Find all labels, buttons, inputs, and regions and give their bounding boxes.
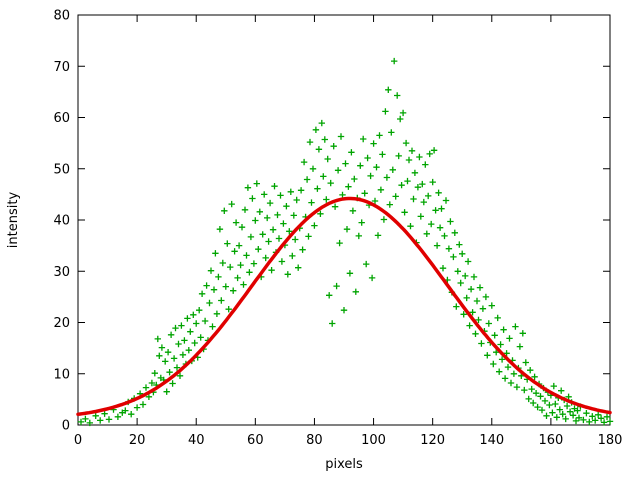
fit-curve	[76, 196, 612, 417]
y-tick-label: 10	[53, 367, 70, 382]
y-tick-label: 30	[53, 265, 70, 280]
x-tick-label: 100	[361, 433, 386, 448]
x-tick-label: 160	[538, 433, 563, 448]
x-tick-label: 20	[129, 433, 146, 448]
y-tick-label: 50	[53, 162, 70, 177]
axes	[77, 14, 611, 426]
y-tick-label: 40	[53, 214, 70, 229]
y-tick-label: 60	[53, 111, 70, 126]
x-tick-label: 180	[598, 433, 623, 448]
x-tick-label: 60	[247, 433, 264, 448]
y-tick-label: 0	[62, 419, 70, 434]
x-tick-label: 40	[188, 433, 205, 448]
y-axis-label: intensity	[6, 192, 21, 249]
y-tick-label: 70	[53, 60, 70, 75]
x-tick-label: 140	[479, 433, 504, 448]
y-tick-label: 80	[53, 9, 70, 24]
x-tick-label: 0	[74, 433, 82, 448]
y-tick-label: 20	[53, 316, 70, 331]
scatter-series	[77, 57, 614, 427]
x-axis-label: pixels	[325, 457, 363, 472]
x-tick-label: 120	[420, 433, 445, 448]
x-tick-label: 80	[306, 433, 323, 448]
tick-labels: 0 20 40 60 80 100 120 140 160 180 0 10 20 30 40 50 60 70 8…	[53, 9, 622, 449]
